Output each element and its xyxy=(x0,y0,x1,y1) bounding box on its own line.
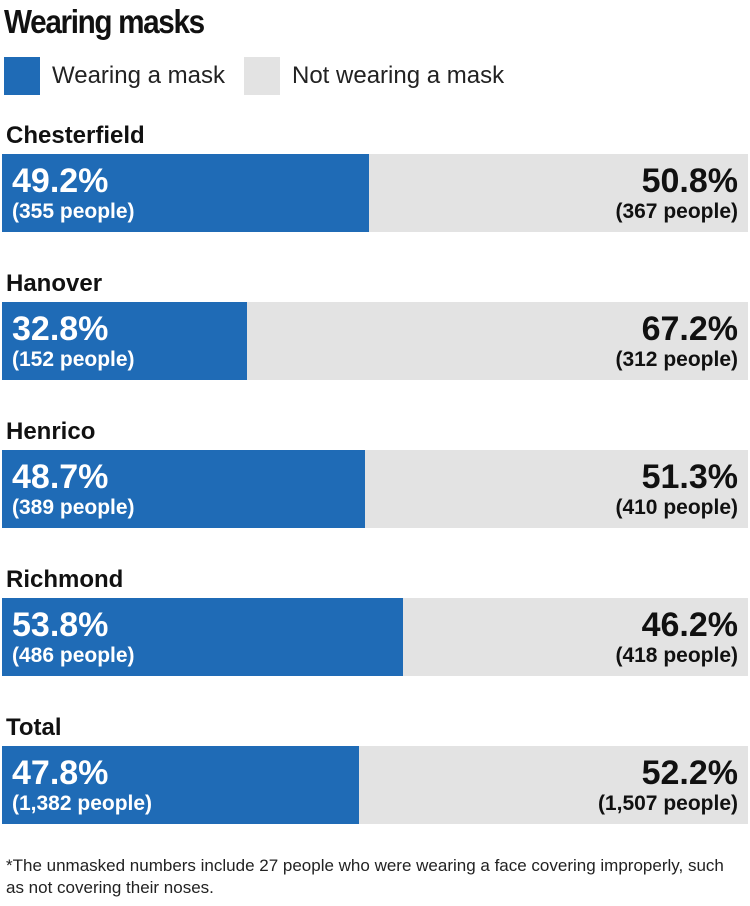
unmasked-percent-label: 51.3% xyxy=(641,458,738,496)
bar-track-unmasked: 47.8% (1,382 people) 52.2% (1,507 people) xyxy=(2,746,748,824)
row-hanover: Hanover 32.8% (152 people) 67.2% (312 people… xyxy=(0,270,750,400)
bar-track-unmasked: 48.7% (389 people) 51.3% (410 people) xyxy=(2,450,748,528)
bar-track-unmasked: 53.8% (486 people) 46.2% (418 people) xyxy=(2,598,748,676)
bar-masked xyxy=(2,154,369,232)
masked-people-label: (355 people) xyxy=(12,200,135,223)
unmasked-people-label: (312 people) xyxy=(615,348,738,371)
unmasked-percent-label: 46.2% xyxy=(641,606,738,644)
masked-people-label: (1,382 people) xyxy=(12,792,153,815)
masked-people-label: (389 people) xyxy=(12,496,135,519)
masked-percent-label: 48.7% xyxy=(12,458,109,496)
category-label: Richmond xyxy=(6,566,124,593)
unmasked-people-label: (367 people) xyxy=(615,200,738,223)
legend-label-masked: Wearing a mask xyxy=(52,62,225,89)
category-label: Chesterfield xyxy=(6,122,145,149)
bar-masked xyxy=(2,746,359,824)
masked-percent-label: 49.2% xyxy=(12,162,109,200)
unmasked-percent-label: 67.2% xyxy=(641,310,738,348)
category-label: Hanover xyxy=(6,270,103,297)
bar-track-unmasked: 32.8% (152 people) 67.2% (312 people) xyxy=(2,302,748,380)
masked-percent-label: 32.8% xyxy=(12,310,109,348)
bar-masked xyxy=(2,302,247,380)
row-chesterfield: Chesterfield 49.2% (355 people) 50.8% (367 p… xyxy=(0,122,750,252)
category-label: Henrico xyxy=(6,418,96,445)
masked-people-label: (486 people) xyxy=(12,644,135,667)
row-richmond: Richmond 53.8% (486 people) 46.2% (418 peopl… xyxy=(0,566,750,696)
bar-track-unmasked: 49.2% (355 people) 50.8% (367 people) xyxy=(2,154,748,232)
footnote: *The unmasked numbers include 27 people … xyxy=(6,856,724,897)
bar-masked xyxy=(2,598,403,676)
masked-percent-label: 53.8% xyxy=(12,606,109,644)
unmasked-percent-label: 52.2% xyxy=(641,754,738,792)
category-label: Total xyxy=(6,714,62,741)
chart-title: Wearing masks xyxy=(4,3,205,40)
unmasked-percent-label: 50.8% xyxy=(641,162,738,200)
row-total: Total 47.8% (1,382 people) 52.2% (1,507 peop… xyxy=(0,714,750,844)
masked-people-label: (152 people) xyxy=(12,348,135,371)
legend-label-unmasked: Not wearing a mask xyxy=(292,62,505,89)
row-henrico: Henrico 48.7% (389 people) 51.3% (410 people… xyxy=(0,418,750,548)
unmasked-people-label: (1,507 people) xyxy=(597,792,738,815)
legend-swatch-masked xyxy=(4,57,40,95)
legend-swatch-unmasked xyxy=(244,57,280,95)
legend: Wearing a mask Not wearing a mask xyxy=(4,57,744,95)
bar-masked xyxy=(2,450,365,528)
unmasked-people-label: (418 people) xyxy=(615,644,738,667)
unmasked-people-label: (410 people) xyxy=(615,496,738,519)
masked-percent-label: 47.8% xyxy=(12,754,109,792)
